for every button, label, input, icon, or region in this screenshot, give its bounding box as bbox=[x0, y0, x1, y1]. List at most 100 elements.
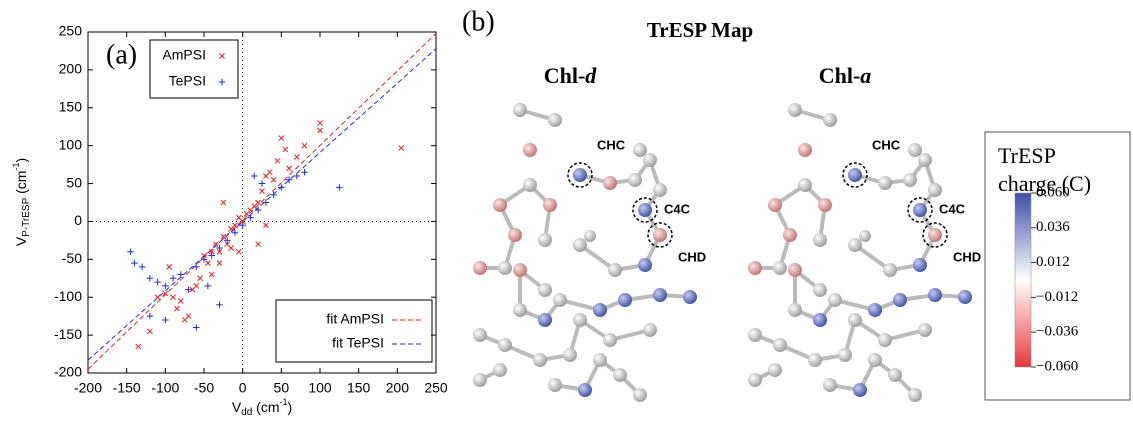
molecules: CHCC4CCHDChl-dCHCC4CCHDChl-a bbox=[473, 63, 981, 402]
atom bbox=[513, 303, 527, 317]
atom bbox=[848, 313, 862, 327]
x-tick-label: 200 bbox=[386, 380, 410, 396]
atom bbox=[473, 373, 487, 387]
atom bbox=[878, 333, 892, 347]
point bbox=[399, 145, 404, 150]
point bbox=[205, 283, 212, 290]
atom bbox=[928, 228, 942, 242]
point bbox=[229, 245, 234, 250]
x-tick-label: 50 bbox=[274, 380, 290, 396]
atom bbox=[838, 348, 852, 362]
atom bbox=[773, 261, 787, 275]
atom-label: C4C bbox=[939, 201, 966, 216]
atom bbox=[768, 363, 782, 377]
point bbox=[147, 313, 154, 320]
atom bbox=[913, 203, 927, 217]
atom bbox=[773, 338, 787, 352]
legend-label: fit TePSI bbox=[332, 335, 384, 351]
point bbox=[171, 295, 176, 300]
atom bbox=[548, 378, 562, 392]
atom bbox=[473, 261, 487, 275]
atom bbox=[808, 353, 822, 367]
x-tick-label: 250 bbox=[424, 380, 448, 396]
point bbox=[217, 261, 222, 266]
point bbox=[167, 264, 172, 269]
atom bbox=[748, 328, 762, 342]
atom bbox=[868, 303, 882, 317]
atom bbox=[768, 198, 782, 212]
y-tick-label: 150 bbox=[59, 98, 83, 114]
atom bbox=[798, 178, 812, 192]
x-tick-label: 0 bbox=[239, 380, 247, 396]
point bbox=[251, 173, 258, 180]
y-tick-label: -100 bbox=[54, 288, 82, 304]
y-tick-label: 250 bbox=[59, 23, 83, 39]
atom bbox=[498, 338, 512, 352]
atom bbox=[788, 103, 802, 117]
atom bbox=[788, 303, 802, 317]
y-tick-label: 200 bbox=[59, 61, 83, 77]
point bbox=[193, 264, 200, 271]
y-tick-label: 0 bbox=[74, 212, 82, 228]
atom bbox=[643, 323, 657, 337]
atom bbox=[523, 178, 537, 192]
atom bbox=[918, 153, 932, 167]
point bbox=[318, 128, 323, 133]
atom bbox=[813, 233, 827, 247]
atom bbox=[903, 173, 917, 187]
point bbox=[256, 200, 261, 205]
atom bbox=[578, 383, 592, 397]
point bbox=[275, 158, 280, 163]
point bbox=[263, 223, 268, 228]
atom-label: CHC bbox=[597, 137, 626, 152]
point bbox=[209, 272, 214, 277]
atom bbox=[538, 233, 552, 247]
colorbar-tick-label: −0.012 bbox=[1036, 289, 1078, 305]
atom-label: CHC bbox=[872, 137, 901, 152]
point bbox=[279, 136, 284, 141]
atom bbox=[653, 228, 667, 242]
atom bbox=[593, 303, 607, 317]
x-tick-label: -200 bbox=[74, 380, 102, 396]
atom bbox=[828, 293, 842, 307]
point bbox=[186, 314, 191, 319]
legend-label: TePSI bbox=[169, 73, 206, 89]
point bbox=[216, 302, 223, 309]
atom bbox=[813, 313, 827, 327]
colorbar-tick-label: 0.012 bbox=[1036, 254, 1070, 270]
figure: (a) Vdd (cm-1) VP-TrESP (cm-1) AmPSITePS… bbox=[0, 0, 1133, 431]
point bbox=[301, 169, 308, 176]
atom bbox=[859, 230, 871, 242]
atom bbox=[603, 333, 617, 347]
point bbox=[147, 329, 152, 334]
y-tick-label: -50 bbox=[62, 250, 82, 266]
point bbox=[208, 252, 215, 258]
atom bbox=[888, 368, 902, 382]
colorbar bbox=[1015, 193, 1031, 367]
atom bbox=[584, 230, 596, 242]
point bbox=[178, 299, 183, 304]
atom bbox=[593, 353, 607, 367]
atom bbox=[548, 113, 562, 127]
atom bbox=[473, 328, 487, 342]
point bbox=[236, 249, 241, 254]
atom bbox=[853, 383, 867, 397]
point bbox=[139, 264, 146, 271]
x-axis-label: Vdd (cm-1) bbox=[232, 397, 292, 417]
atom bbox=[523, 143, 537, 157]
atom bbox=[543, 198, 557, 212]
panel-label: (a) bbox=[106, 39, 137, 70]
atom bbox=[563, 348, 577, 362]
point bbox=[178, 271, 185, 278]
atom bbox=[508, 228, 522, 242]
atom bbox=[928, 288, 942, 302]
atom bbox=[848, 238, 862, 252]
x-tick-label: -100 bbox=[151, 380, 179, 396]
point bbox=[239, 222, 246, 229]
point bbox=[294, 173, 301, 180]
atom bbox=[538, 283, 552, 297]
